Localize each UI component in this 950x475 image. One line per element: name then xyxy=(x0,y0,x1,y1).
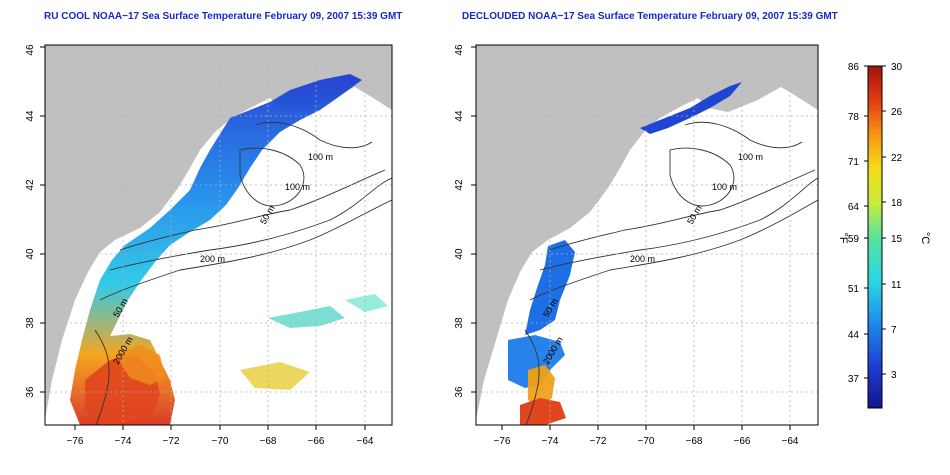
sst-chesapeake-right xyxy=(508,335,565,388)
right-map-title: DECLOUDED NOAA−17 Sea Surface Temperatur… xyxy=(462,11,838,22)
left-lon-tick-label: −76 xyxy=(67,436,84,447)
right-lat-tick-label: 42 xyxy=(454,179,465,191)
sst-band-north-right xyxy=(640,82,742,134)
colorbar-c-tick: 26 xyxy=(891,107,903,118)
colorbar-f-tick: 59 xyxy=(848,234,860,245)
right-contour-label-200: 200 m xyxy=(630,254,655,264)
colorbar-c-tick: 11 xyxy=(891,280,902,291)
left-contour-label-50-a: 50 m xyxy=(258,204,277,226)
left-lat-tick-label: 44 xyxy=(25,110,36,122)
right-contour-label-100-b: 100 m xyxy=(712,182,737,192)
right-axis-ticks xyxy=(471,46,791,430)
left-lon-tick-label: −72 xyxy=(163,436,180,447)
sst-gulfstream-core-right xyxy=(520,398,566,425)
right-map-frame xyxy=(475,44,819,426)
colorbar-f-tick: 44 xyxy=(848,330,860,341)
left-lat-tick-label: 40 xyxy=(25,248,36,260)
right-lon-tick-label: −64 xyxy=(782,436,799,447)
colorbar-c-tick: 30 xyxy=(891,62,903,73)
left-lat-tick-label: 46 xyxy=(25,44,36,56)
right-lat-tick-label: 40 xyxy=(454,248,465,260)
left-axis-ticks xyxy=(40,46,366,430)
colorbar-f-tick: 51 xyxy=(848,284,860,295)
colorbar-c-tick: 15 xyxy=(891,234,903,245)
grid-right xyxy=(476,45,818,425)
colorbar-c-tick: 22 xyxy=(891,153,903,164)
sst-patch-cyan-left xyxy=(268,306,345,328)
colorbar: 86 78 71 64 59 51 44 37 30 26 22 18 15 1… xyxy=(837,62,931,409)
right-contour-label-50-a: 50 m xyxy=(685,204,704,226)
right-lon-tick-label: −66 xyxy=(734,436,751,447)
right-lon-tick-label: −68 xyxy=(686,436,703,447)
left-map-title: RU COOL NOAA−17 Sea Surface Temperature … xyxy=(44,11,403,22)
sst-coast-right xyxy=(525,240,575,335)
isobaths-left xyxy=(94,121,392,425)
right-lat-tick-label: 44 xyxy=(454,110,465,122)
colorbar-f-tick: 78 xyxy=(848,112,860,123)
left-lat-tick-label: 42 xyxy=(25,179,36,191)
sst-patch-yellow-left xyxy=(240,362,310,390)
land-newfoundland-right xyxy=(756,45,818,110)
left-lon-tick-label: −68 xyxy=(260,436,277,447)
colorbar-gradient xyxy=(867,65,883,409)
right-lon-tick-label: −76 xyxy=(494,436,511,447)
land-canada-left xyxy=(45,45,392,420)
left-map-frame xyxy=(44,44,393,426)
right-contour-label-100-a: 100 m xyxy=(738,152,763,162)
colorbar-f-tick: 37 xyxy=(848,374,860,385)
colorbar-f-tick: 64 xyxy=(848,202,860,213)
colorbar-ticks xyxy=(864,65,886,379)
land-newfoundland-left xyxy=(330,45,392,110)
sst-gulfstream-core-left xyxy=(115,345,165,385)
right-lat-tick-label: 36 xyxy=(454,386,465,398)
right-map-panel: 100 m 100 m 50 m 200 m 50 m 2000 m −76 −… xyxy=(454,44,819,447)
colorbar-fahrenheit-unit: °F xyxy=(837,232,849,243)
colorbar-f-tick: 71 xyxy=(848,157,860,168)
colorbar-c-tick: 7 xyxy=(891,325,897,336)
right-lat-tick-label: 46 xyxy=(454,44,465,56)
right-lat-tick-label: 38 xyxy=(454,317,465,329)
left-lon-tick-label: −74 xyxy=(115,436,132,447)
colorbar-f-tick: 86 xyxy=(848,62,860,73)
sst-patch-cyan2-left xyxy=(345,294,388,312)
colorbar-c-tick: 18 xyxy=(891,198,903,209)
left-lon-tick-label: −66 xyxy=(308,436,325,447)
colorbar-c-tick: 3 xyxy=(891,370,897,381)
left-contour-label-200: 200 m xyxy=(200,254,225,264)
left-lon-tick-label: −64 xyxy=(357,436,374,447)
left-lon-tick-label: −70 xyxy=(212,436,229,447)
left-contour-label-100-b: 100 m xyxy=(285,182,310,192)
right-lon-tick-label: −72 xyxy=(590,436,607,447)
left-lat-tick-label: 38 xyxy=(25,317,36,329)
grid-left xyxy=(45,45,392,425)
right-lon-tick-label: −74 xyxy=(542,436,559,447)
left-map-panel: 100 m 100 m 50 m 200 m 50 m 2000 m −76 −… xyxy=(25,44,393,447)
land-canada-right xyxy=(476,45,818,420)
left-lat-tick-label: 36 xyxy=(25,386,36,398)
left-contour-label-100-a: 100 m xyxy=(308,152,333,162)
right-lon-tick-label: −70 xyxy=(638,436,655,447)
colorbar-celsius-unit: °C xyxy=(919,232,931,244)
